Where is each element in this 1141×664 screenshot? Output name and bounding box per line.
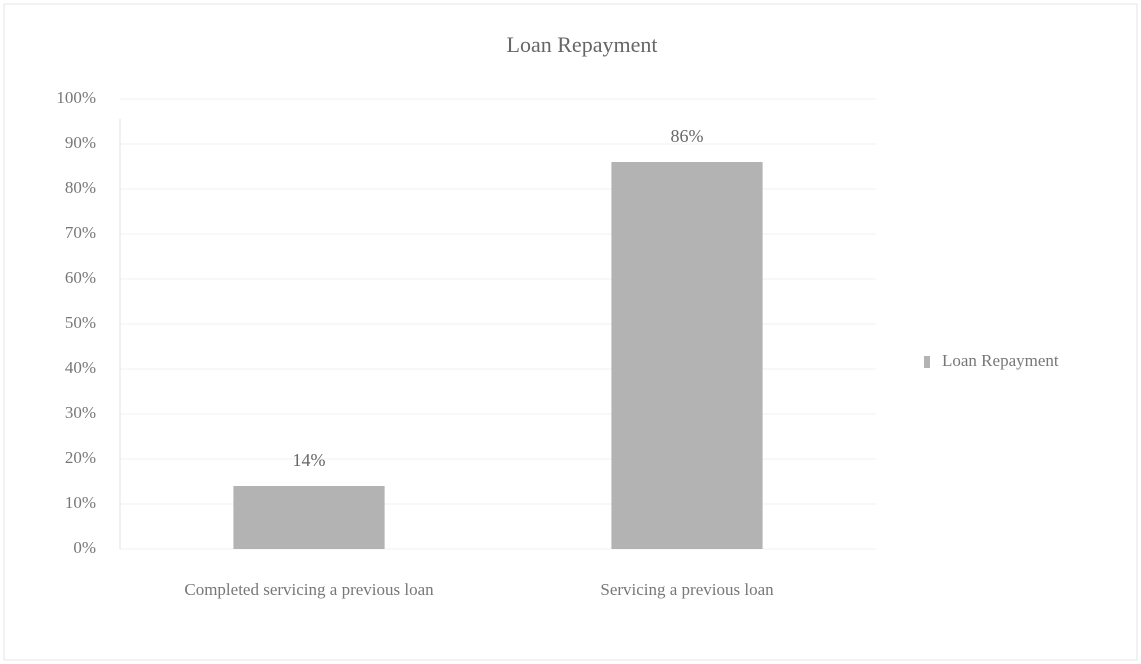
y-tick-label: 90%: [65, 133, 96, 152]
y-tick-label: 80%: [65, 178, 96, 197]
y-tick-label: 10%: [65, 493, 96, 512]
y-tick-label: 50%: [65, 313, 96, 332]
data-label: 86%: [671, 126, 704, 146]
y-tick-label: 20%: [65, 448, 96, 467]
chart-border: [3, 3, 1138, 661]
bar: [611, 162, 763, 549]
bar: [233, 486, 385, 549]
y-tick-label: 30%: [65, 403, 96, 422]
legend-label: Loan Repayment: [942, 351, 1059, 370]
y-tick-label: 100%: [56, 88, 96, 107]
y-tick-label: 0%: [73, 538, 96, 557]
y-tick-label: 60%: [65, 268, 96, 287]
data-label: 14%: [293, 450, 326, 470]
y-tick-label: 70%: [65, 223, 96, 242]
x-tick-label: Completed servicing a previous loan: [184, 580, 434, 599]
chart-title: Loan Repayment: [507, 32, 658, 57]
y-tick-label: 40%: [65, 358, 96, 377]
legend-swatch: [924, 356, 930, 368]
x-tick-label: Servicing a previous loan: [600, 580, 774, 599]
